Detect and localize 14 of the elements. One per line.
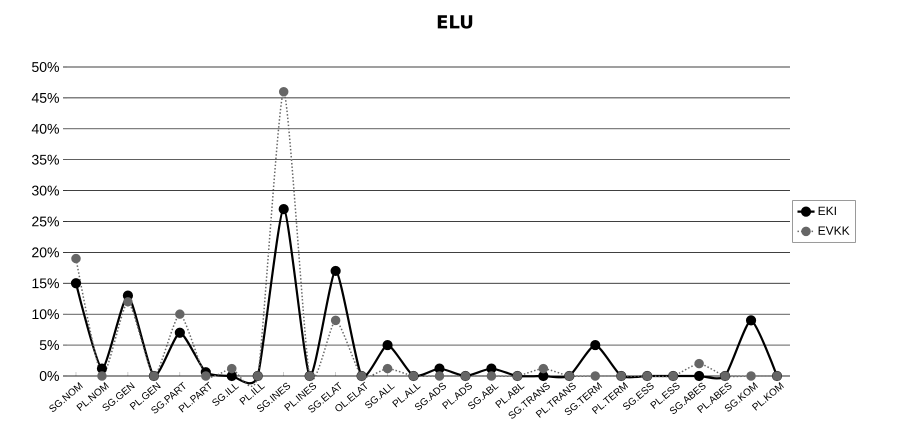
chart-title: ELU: [438, 15, 472, 29]
y-tick-label: 45%: [32, 92, 59, 103]
y-tick-label: 30%: [32, 186, 59, 196]
y-tick-label: 15%: [32, 278, 59, 288]
y-tick-label: 35%: [32, 154, 59, 165]
y-tick-label: 50%: [32, 62, 59, 72]
y-tick-label: 40%: [32, 124, 59, 134]
y-tick-label: 5%: [40, 340, 59, 350]
legend-label: EVKK: [818, 226, 850, 235]
y-tick-label: 0%: [40, 371, 59, 381]
y-tick-label: 20%: [32, 247, 59, 258]
y-tick-label: 25%: [32, 216, 59, 226]
legend-label: EKI: [818, 206, 836, 215]
y-tick-label: 10%: [32, 309, 59, 320]
